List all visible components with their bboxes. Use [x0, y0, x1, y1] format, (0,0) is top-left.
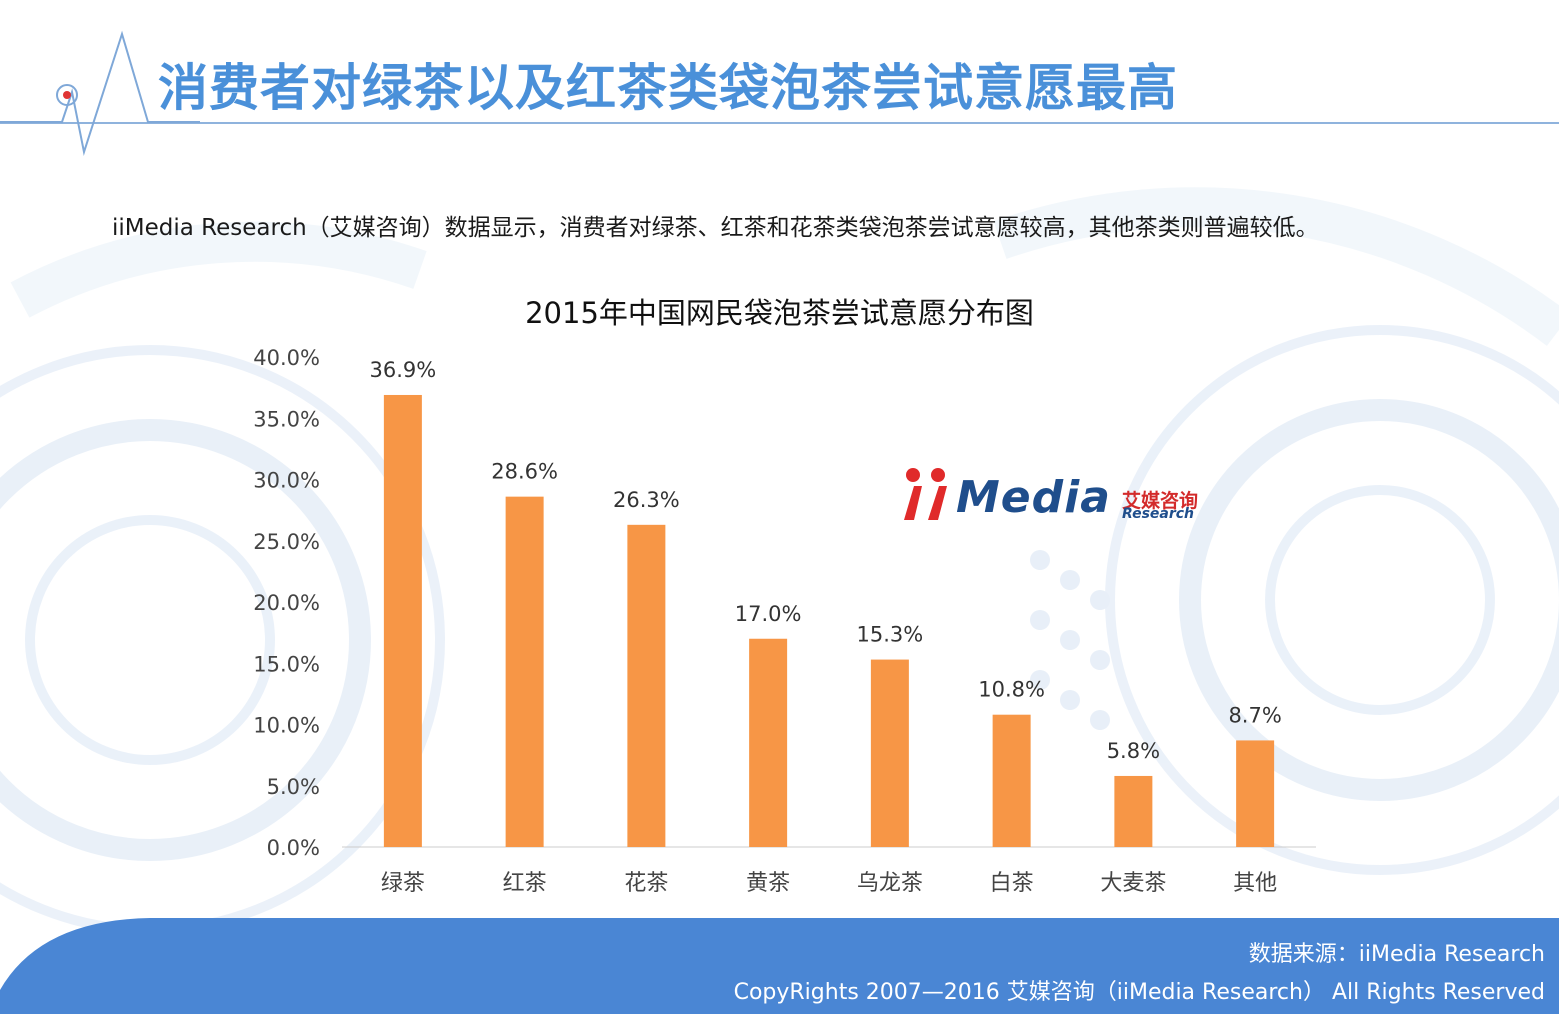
- y-tick-label: 0.0%: [267, 836, 320, 860]
- x-category-label: 乌龙茶: [857, 871, 923, 896]
- y-tick-label: 25.0%: [253, 530, 320, 554]
- x-category-label: 红茶: [503, 871, 547, 896]
- logo-chinese: 艾媒咨询: [1122, 490, 1199, 512]
- bar: [870, 659, 909, 847]
- data-label: 28.6%: [491, 460, 558, 484]
- data-label: 15.3%: [857, 623, 924, 647]
- x-category-label: 大麦茶: [1100, 871, 1166, 896]
- y-tick-label: 40.0%: [253, 346, 320, 370]
- x-category-label: 白茶: [990, 871, 1034, 896]
- data-label: 26.3%: [613, 488, 680, 512]
- y-tick-label: 20.0%: [253, 591, 320, 615]
- logo-research: Research: [1122, 506, 1195, 522]
- copyright: CopyRights 2007—2016 艾媒咨询（iiMedia Resear…: [733, 980, 1545, 1005]
- x-category-label: 其他: [1233, 871, 1277, 896]
- data-label: 5.8%: [1107, 739, 1160, 763]
- x-category-label: 花茶: [624, 871, 668, 896]
- data-label: 8.7%: [1228, 703, 1281, 727]
- y-tick-label: 35.0%: [253, 407, 320, 431]
- bar: [992, 714, 1031, 847]
- bar: [505, 496, 544, 847]
- bar: [383, 394, 422, 847]
- header-divider: [0, 122, 1559, 124]
- logo-wordmark: Media: [956, 472, 1111, 523]
- bar: [749, 638, 788, 847]
- y-tick-label: 15.0%: [253, 652, 320, 676]
- y-tick-label: 5.0%: [267, 775, 320, 799]
- bar: [1114, 775, 1153, 847]
- x-category-label: 黄茶: [746, 871, 790, 896]
- data-label: 10.8%: [978, 678, 1045, 702]
- bar: [627, 524, 666, 847]
- page-subtitle: iiMedia Research（艾媒咨询）数据显示，消费者对绿茶、红茶和花茶类…: [112, 215, 1319, 241]
- logo-figures-icon: [904, 468, 947, 520]
- data-label: 36.9%: [370, 358, 437, 382]
- chart-title: 2015年中国网民袋泡茶尝试意愿分布图: [525, 296, 1034, 330]
- x-category-label: 绿茶: [381, 871, 425, 896]
- radar-pulse-icon: [0, 30, 200, 156]
- y-tick-label: 10.0%: [253, 714, 320, 738]
- page-title: 消费者对绿茶以及红茶类袋泡茶尝试意愿最高: [158, 59, 1178, 117]
- footer-band: [0, 918, 1559, 1014]
- bar: [1236, 740, 1275, 847]
- data-source: 数据来源：iiMedia Research: [1248, 942, 1545, 967]
- imedia-logo: Media 艾媒咨询 Research: [898, 466, 1218, 526]
- y-tick-label: 30.0%: [253, 469, 320, 493]
- data-label: 17.0%: [735, 602, 802, 626]
